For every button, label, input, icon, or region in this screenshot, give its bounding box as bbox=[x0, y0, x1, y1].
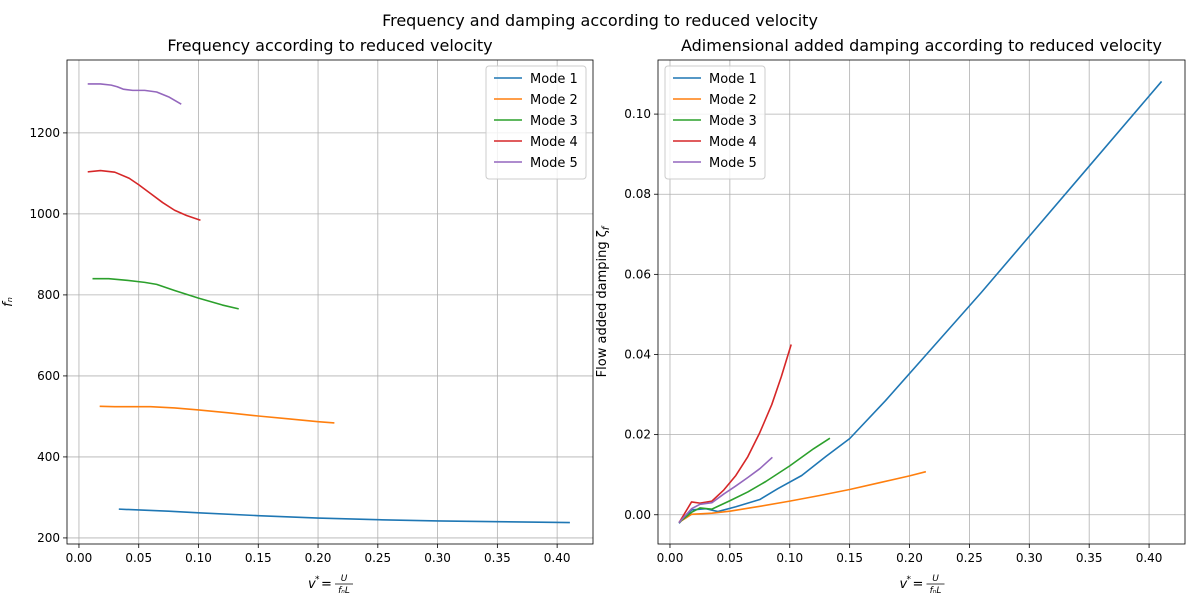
series-line-mode-1 bbox=[118, 508, 570, 524]
legend-label-mode-2: Mode 2 bbox=[709, 93, 757, 108]
series-line-mode-3 bbox=[678, 437, 831, 524]
series-line-mode-2 bbox=[678, 470, 927, 524]
legend-label-mode-3: Mode 3 bbox=[530, 114, 578, 129]
y-tick-label: 600 bbox=[37, 369, 60, 383]
x-tick-label: 0.35 bbox=[1076, 551, 1103, 565]
svg-text:fₙL: fₙL bbox=[338, 586, 350, 596]
chart-title: Frequency according to reduced velocity bbox=[167, 36, 492, 55]
svg-text:U: U bbox=[341, 574, 348, 584]
y-tick-label: 0.02 bbox=[624, 428, 651, 442]
svg-text:fₙL: fₙL bbox=[930, 586, 942, 596]
y-tick-label: 0.10 bbox=[624, 107, 651, 121]
series-line-mode-4 bbox=[678, 344, 792, 524]
legend-label-mode-3: Mode 3 bbox=[709, 114, 757, 129]
axes-frame bbox=[66, 59, 594, 545]
damping-chart: Adimensional added damping according to … bbox=[595, 36, 1186, 596]
y-tick-label: 0.00 bbox=[624, 508, 651, 522]
legend-label-mode-5: Mode 5 bbox=[709, 156, 757, 171]
frequency-chart: Frequency according to reduced velocity 0… bbox=[1, 36, 594, 596]
x-tick-label: 0.10 bbox=[776, 551, 803, 565]
y-tick-label: 0.08 bbox=[624, 187, 651, 201]
svg-text:v: v bbox=[900, 577, 908, 592]
svg-text:v: v bbox=[308, 577, 316, 592]
x-tick-label: 0.35 bbox=[484, 551, 511, 565]
legend-box bbox=[664, 65, 766, 180]
series-line-mode-3 bbox=[92, 277, 239, 310]
x-tick-label: 0.15 bbox=[245, 551, 272, 565]
x-tick-label: 0.15 bbox=[836, 551, 863, 565]
series-line-mode-2 bbox=[99, 405, 335, 424]
x-tick-label: 0.25 bbox=[956, 551, 983, 565]
legend: Mode 1 Mode 2 Mode 3 Mode 4 Mode 5 bbox=[664, 65, 766, 180]
legend-label-mode-4: Mode 4 bbox=[709, 135, 757, 150]
legend-label-mode-2: Mode 2 bbox=[530, 93, 578, 108]
y-tick-label: 1000 bbox=[29, 207, 60, 221]
y-tick-label: 0.04 bbox=[624, 347, 651, 361]
figure-suptitle: Frequency and damping according to reduc… bbox=[382, 11, 818, 30]
y-axis-label: fₙ bbox=[1, 297, 16, 307]
svg-text:U: U bbox=[932, 574, 939, 584]
x-tick-label: 0.20 bbox=[305, 551, 332, 565]
x-tick-label: 0.00 bbox=[657, 551, 684, 565]
chart-title: Adimensional added damping according to … bbox=[681, 36, 1162, 55]
y-tick-label: 200 bbox=[37, 531, 60, 545]
x-tick-label: 0.40 bbox=[1136, 551, 1163, 565]
x-tick-label: 0.25 bbox=[364, 551, 391, 565]
legend-label-mode-4: Mode 4 bbox=[530, 135, 578, 150]
x-tick-label: 0.05 bbox=[125, 551, 152, 565]
svg-text:=: = bbox=[913, 577, 924, 592]
y-tick-label: 800 bbox=[37, 288, 60, 302]
y-tick-label: 400 bbox=[37, 450, 60, 464]
svg-text:=: = bbox=[321, 577, 332, 592]
axes-frame bbox=[657, 59, 1186, 545]
legend-label-mode-1: Mode 1 bbox=[709, 72, 757, 87]
x-tick-label: 0.20 bbox=[896, 551, 923, 565]
legend-label-mode-5: Mode 5 bbox=[530, 156, 578, 171]
x-tick-label: 0.30 bbox=[424, 551, 451, 565]
legend: Mode 1 Mode 2 Mode 3 Mode 4 Mode 5 bbox=[485, 65, 587, 180]
series-line-mode-5 bbox=[678, 456, 773, 524]
legend-box bbox=[485, 65, 587, 180]
y-axis-label: Flow added damping ζf bbox=[595, 225, 612, 377]
series-line-mode-4 bbox=[87, 169, 201, 221]
svg-text:*: * bbox=[907, 575, 912, 585]
y-tick-label: 0.06 bbox=[624, 267, 651, 281]
series-line-mode-1 bbox=[678, 80, 1163, 524]
x-tick-label: 0.30 bbox=[1016, 551, 1043, 565]
legend-label-mode-1: Mode 1 bbox=[530, 72, 578, 87]
x-tick-label: 0.00 bbox=[66, 551, 93, 565]
x-tick-label: 0.05 bbox=[717, 551, 744, 565]
series-line-mode-5 bbox=[87, 83, 182, 105]
svg-text:*: * bbox=[315, 575, 320, 585]
y-tick-label: 1200 bbox=[29, 126, 60, 140]
x-tick-label: 0.40 bbox=[544, 551, 571, 565]
x-tick-label: 0.10 bbox=[185, 551, 212, 565]
